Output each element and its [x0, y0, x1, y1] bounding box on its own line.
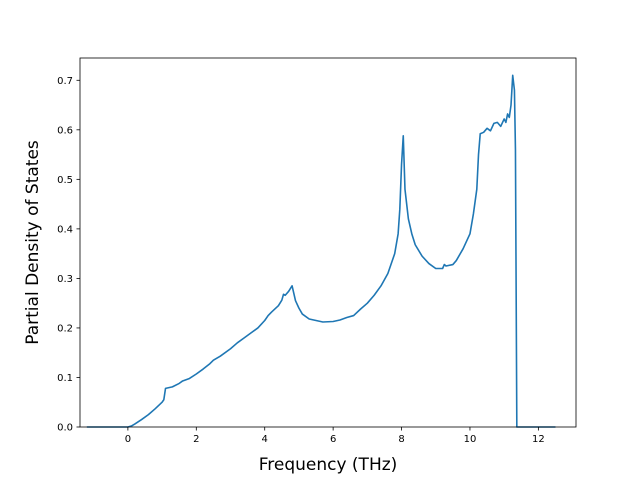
x-tick-label: 6	[330, 434, 336, 445]
x-tick-label: 12	[532, 434, 545, 445]
y-tick-label: 0.7	[57, 76, 73, 87]
plot-area	[86, 74, 556, 428]
y-tick-label: 0.5	[57, 175, 73, 186]
x-tick-label: 2	[193, 434, 199, 445]
series-line-0	[86, 74, 556, 428]
y-tick-label: 0.2	[57, 323, 73, 334]
y-tick-label: 0.1	[57, 373, 73, 384]
y-axis-ticks: 0.0 0.1 0.2 0.3 0.4 0.5 0.6 0.7	[57, 76, 80, 434]
x-tick-label: 8	[398, 434, 404, 445]
x-tick-label: 10	[464, 434, 477, 445]
x-axis-ticks: 0 2 4 6 8 10 12	[125, 427, 545, 445]
y-tick-label: 0.4	[57, 224, 73, 235]
y-tick-label: 0.0	[57, 423, 73, 434]
y-axis-label: Partial Density of States	[23, 140, 43, 345]
y-tick-label: 0.6	[57, 125, 73, 136]
x-tick-label: 4	[262, 434, 268, 445]
y-tick-label: 0.3	[57, 274, 73, 285]
axes-frame	[79, 57, 577, 428]
x-tick-label: 0	[125, 434, 131, 445]
x-axis-label: Frequency (THz)	[259, 455, 398, 475]
